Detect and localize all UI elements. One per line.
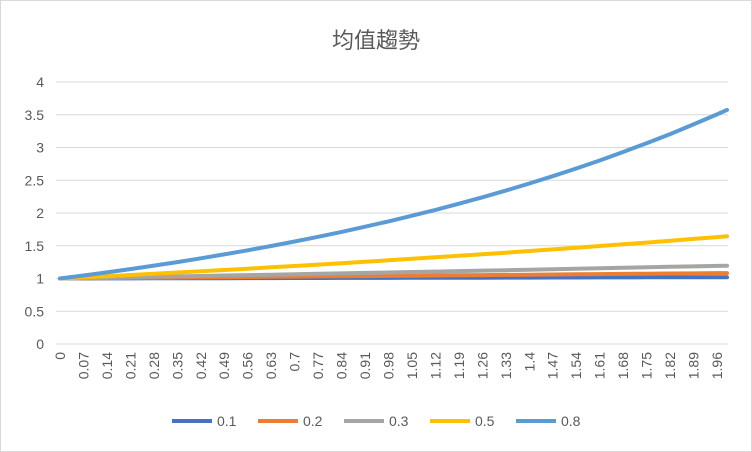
- x-tick-label: 0.49: [216, 352, 232, 379]
- series-line-0.5: [58, 234, 729, 281]
- legend-label: 0.3: [389, 413, 409, 429]
- x-tick-label: 1.33: [498, 352, 514, 379]
- x-tick-label: 1.47: [545, 352, 561, 379]
- chart-title: 均值趨勢: [332, 28, 420, 53]
- y-tick-label: 0: [36, 336, 44, 352]
- legend-label: 0.8: [561, 413, 581, 429]
- x-tick-label: 1.68: [615, 352, 631, 379]
- x-tick-label: 0.84: [334, 352, 350, 379]
- legend-item: 0.3: [344, 413, 409, 429]
- x-tick-label: 1.19: [451, 352, 467, 379]
- y-tick-label: 4: [36, 74, 44, 90]
- x-tick-label: 0.42: [193, 352, 209, 379]
- x-tick-label: 0.98: [380, 352, 396, 379]
- x-tick-label: 0.56: [240, 352, 256, 379]
- y-tick-label: 2.5: [25, 172, 45, 188]
- series-line-0.3: [58, 263, 729, 281]
- x-tick-label: 1.05: [404, 352, 420, 379]
- x-tick-label: 0.28: [146, 352, 162, 379]
- y-tick-label: 3.5: [25, 107, 45, 123]
- y-tick-label: 1.5: [25, 238, 45, 254]
- y-tick-label: 3: [36, 140, 44, 156]
- x-tick-label: 0.14: [99, 352, 115, 379]
- x-tick-label: 1.61: [592, 352, 608, 379]
- x-tick-label: 1.4: [521, 352, 537, 372]
- x-tick-label: 0.7: [287, 352, 303, 372]
- legend-label: 0.5: [475, 413, 495, 429]
- x-tick-label: 0.07: [75, 352, 91, 379]
- x-tick-label: 0.91: [357, 352, 373, 379]
- x-tick-label: 0.77: [310, 352, 326, 379]
- y-tick-label: 2: [36, 205, 44, 221]
- x-tick-label: 0.35: [169, 352, 185, 379]
- x-tick-label: 1.82: [662, 352, 678, 379]
- legend-item: 0.2: [258, 413, 323, 429]
- x-tick-label: 1.26: [474, 352, 490, 379]
- x-tick-label: 1.89: [686, 352, 702, 379]
- x-tick-label: 0.63: [263, 352, 279, 379]
- x-tick-label: 1.75: [639, 352, 655, 379]
- legend-item: 0.8: [516, 413, 581, 429]
- series-line-0.8: [58, 107, 729, 281]
- y-tick-label: 0.5: [25, 303, 45, 319]
- legend-label: 0.2: [303, 413, 323, 429]
- x-tick-label: 1.12: [427, 352, 443, 379]
- legend-item: 0.5: [430, 413, 495, 429]
- x-tick-label: 1.54: [568, 352, 584, 379]
- legend-label: 0.1: [217, 413, 237, 429]
- x-tick-label: 0: [52, 352, 68, 360]
- x-tick-label: 1.96: [709, 352, 725, 379]
- x-tick-label: 0.21: [122, 352, 138, 379]
- y-tick-label: 1: [36, 271, 44, 287]
- legend-item: 0.1: [172, 413, 237, 429]
